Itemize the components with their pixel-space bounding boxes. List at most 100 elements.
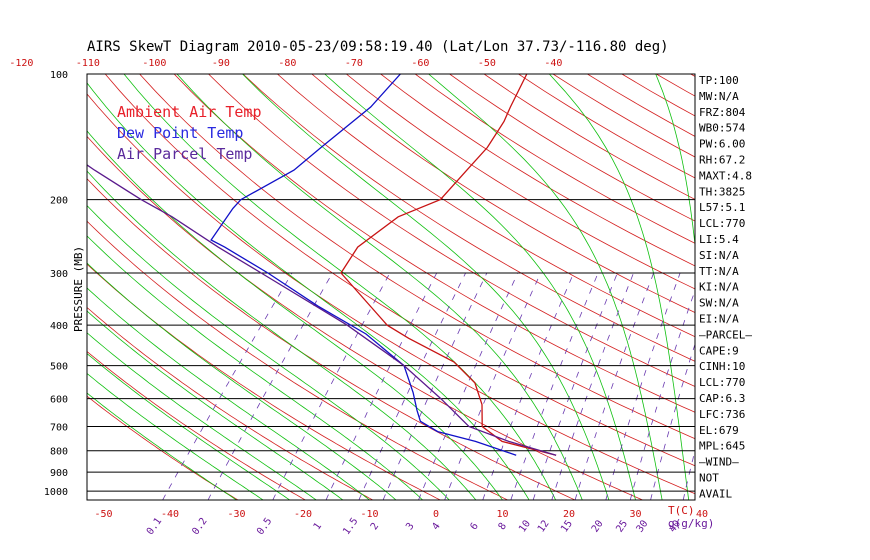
mixing-ratio-line xyxy=(207,272,333,500)
mixing-ratio-tick-label: 6 xyxy=(468,521,480,532)
y-axis-label: PRESSURE (MB) xyxy=(72,246,85,332)
side-panel-line: AVAIL xyxy=(699,487,732,500)
top-temp-tick-label: -120 xyxy=(9,58,33,69)
side-panel-line: L57:5.1 xyxy=(699,201,745,214)
series-line-ambient-air-temp xyxy=(340,74,557,456)
legend-item: Ambient Air Temp xyxy=(117,103,262,121)
mixing-ratio-line xyxy=(629,289,695,500)
dry-adiabat xyxy=(346,74,695,290)
side-panel: TP:100 MW:N/A FRZ:804 WB0:574 PW:6.00 RH:67.2… xyxy=(699,74,752,500)
pressure-tick-label: 1000 xyxy=(44,487,68,498)
bottom-temp-tick-label: 20 xyxy=(563,509,575,520)
mixing-ratio-tick-label: 4 xyxy=(430,521,442,532)
mixing-ratio-line xyxy=(482,272,575,500)
mixing-ratio-line xyxy=(272,272,391,500)
top-temp-tick-label: -100 xyxy=(142,58,166,69)
side-panel-line: LFC:736 xyxy=(699,408,745,421)
moist-adiabat xyxy=(87,332,317,500)
moist-adiabat xyxy=(87,130,503,500)
mixing-ratio-tick-label: 20 xyxy=(590,518,606,534)
side-panel-line: MPL:645 xyxy=(699,440,745,453)
side-panel-line: —PARCEL— xyxy=(699,328,752,341)
side-panel-line: CAP:6.3 xyxy=(699,392,745,405)
dry-adiabat xyxy=(760,74,870,500)
top-temp-tick-label: -80 xyxy=(278,58,296,69)
bottom-temp-tick-label: 30 xyxy=(629,509,641,520)
mixing-ratio-unit-label: g(g/kg) xyxy=(668,517,714,530)
dry-adiabat xyxy=(242,74,695,362)
side-panel-line: EI:N/A xyxy=(699,313,739,326)
mixing-ratio-tick-label: 12 xyxy=(536,518,552,534)
pressure-tick-label: 800 xyxy=(50,447,68,458)
pressure-tick-label: 400 xyxy=(50,321,68,332)
dry-adiabat xyxy=(863,74,870,500)
mixing-ratio-tick-label: 0.2 xyxy=(190,516,209,537)
mixing-ratio-tick-label: 10 xyxy=(517,518,533,534)
dry-adiabat xyxy=(87,306,373,500)
moist-adiabat xyxy=(87,372,264,500)
side-panel-line: MW:N/A xyxy=(699,90,739,103)
legend-item: Air Parcel Temp xyxy=(117,145,252,163)
mixing-ratio-line xyxy=(574,272,654,500)
side-panel-line: —WIND— xyxy=(699,456,739,469)
mixing-ratio-tick-label: 1 xyxy=(312,521,324,532)
moist-adiabat xyxy=(549,74,690,500)
mixing-ratio-line xyxy=(551,272,634,500)
moist-adiabat xyxy=(87,392,237,500)
dry-adiabat xyxy=(208,74,695,387)
side-panel-line: RH:67.2 xyxy=(699,154,745,167)
mixing-ratio-line xyxy=(510,272,599,500)
moist-adiabat xyxy=(242,74,610,500)
dry-adiabat xyxy=(87,263,441,500)
mixing-ratio-tick-label: 2 xyxy=(369,521,381,532)
moist-adiabat xyxy=(87,170,477,500)
bottom-temp-tick-label: -40 xyxy=(161,509,179,520)
mixing-ratio-tick-label: 0.5 xyxy=(255,516,274,537)
mixing-ratio-tick-label: 30 xyxy=(635,518,651,534)
dry-adiabat xyxy=(311,74,695,313)
bottom-temp-tick-label: 40 xyxy=(696,509,708,520)
bottom-temp-tick-label: -50 xyxy=(94,509,112,520)
side-panel-line: MAXT:4.8 xyxy=(699,169,752,182)
mixing-ratio-tick-label: 1.5 xyxy=(341,516,360,537)
side-panel-line: TH:3825 xyxy=(699,185,745,198)
pressure-tick-label: 100 xyxy=(50,70,68,81)
dry-adiabat xyxy=(725,74,870,500)
mixing-ratio-line xyxy=(650,342,695,500)
moist-adiabat xyxy=(428,74,663,500)
dry-adiabat xyxy=(139,74,695,440)
plot-frame xyxy=(86,73,696,501)
top-temp-tick-label: -60 xyxy=(411,58,429,69)
top-temp-tick-label: -70 xyxy=(345,58,363,69)
pressure-tick-label: 700 xyxy=(50,423,68,434)
pressure-tick-label: 600 xyxy=(50,395,68,406)
background-lines xyxy=(87,74,870,500)
side-panel-line: TP:100 xyxy=(699,74,739,87)
side-panel-line: NOT xyxy=(699,472,719,485)
pressure-tick-label: 300 xyxy=(50,269,68,280)
dry-adiabat xyxy=(794,74,870,500)
top-temp-tick-label: -50 xyxy=(478,58,496,69)
dry-adiabat xyxy=(173,74,695,413)
side-panel-line: CINH:10 xyxy=(699,360,745,373)
mixing-ratio-line xyxy=(532,272,618,500)
series-lines xyxy=(87,74,557,456)
side-panel-line: WB0:574 xyxy=(699,122,746,135)
pressure-tick-label: 500 xyxy=(50,362,68,373)
top-temp-tick-label: -40 xyxy=(544,58,562,69)
side-panel-line: EL:679 xyxy=(699,424,739,437)
dry-adiabat xyxy=(87,220,508,500)
series-line-dew-point-temp xyxy=(210,74,517,456)
dry-adiabat xyxy=(87,350,306,500)
dry-adiabat xyxy=(87,178,576,500)
mixing-ratio-line xyxy=(605,272,681,500)
top-temp-tick-label: -90 xyxy=(212,58,230,69)
moist-adiabat xyxy=(87,287,370,500)
legend-item: Dew Point Temp xyxy=(117,124,243,142)
dry-adiabat xyxy=(87,135,643,500)
bottom-temp-tick-label: 10 xyxy=(496,509,508,520)
moist-adiabat xyxy=(87,205,450,500)
mixing-ratio-line xyxy=(162,272,293,500)
